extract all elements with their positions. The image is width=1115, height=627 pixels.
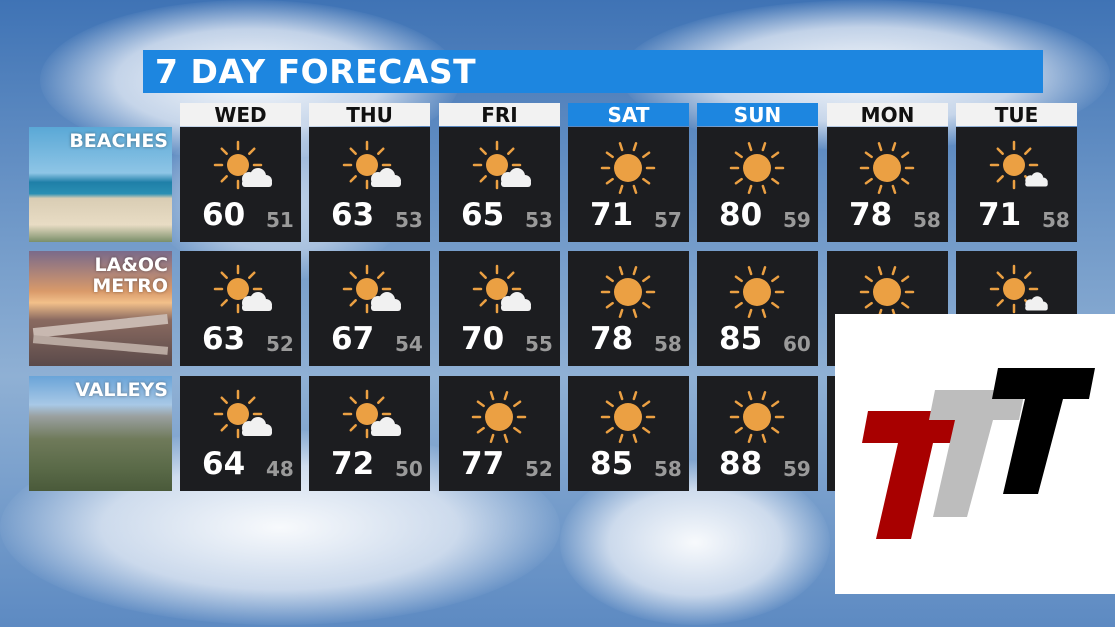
forecast-title-bar: 7 DAY FORECAST: [143, 50, 1043, 93]
high-temp: 80: [719, 197, 763, 233]
sunny-icon: [729, 266, 785, 318]
region-label: LA&OC METRO: [92, 255, 168, 297]
forecast-tile: 65 53: [439, 127, 560, 242]
region-label: BEACHES: [69, 130, 168, 152]
partly-sunny-icon: [342, 264, 401, 314]
forecast-tile: 63 53: [309, 127, 430, 242]
low-temp: 58: [654, 332, 682, 356]
sunny-icon: [600, 142, 656, 194]
partly-sunny-icon: [472, 140, 531, 190]
sunny-icon: [729, 391, 785, 443]
low-temp: 58: [654, 457, 682, 481]
partly-sunny-icon: [342, 389, 401, 439]
high-temp: 78: [590, 321, 634, 357]
partly-sunny-icon: [342, 140, 401, 190]
sunny-icon: [600, 391, 656, 443]
day-header-tue: TUE: [956, 103, 1077, 127]
sunny-icon: [859, 266, 915, 318]
partly-sunny-icon: [472, 264, 531, 314]
high-temp: 63: [202, 321, 246, 357]
day-header-wed: WED: [180, 103, 301, 127]
forecast-tile: 67 54: [309, 251, 430, 366]
low-temp: 48: [266, 457, 294, 481]
low-temp: 50: [395, 457, 423, 481]
forecast-tile: 78 58: [568, 251, 689, 366]
high-temp: 71: [978, 197, 1022, 233]
high-temp: 85: [719, 321, 763, 357]
region-panel-beaches: BEACHES: [29, 127, 172, 242]
forecast-tile: 63 52: [180, 251, 301, 366]
high-temp: 64: [202, 446, 246, 482]
forecast-tile: 72 50: [309, 376, 430, 491]
sunny-icon: [600, 266, 656, 318]
region-panel-valleys: VALLEYS: [29, 376, 172, 491]
high-temp: 72: [331, 446, 375, 482]
forecast-tile: 77 52: [439, 376, 560, 491]
region-panel-la-oc-metro: LA&OC METRO: [29, 251, 172, 366]
day-header-sun: SUN: [697, 103, 818, 127]
forecast-tile: 71 58: [956, 127, 1077, 242]
forecast-tile: 71 57: [568, 127, 689, 242]
sunny-icon: [729, 142, 785, 194]
forecast-tile: 80 59: [697, 127, 818, 242]
day-header-mon: MON: [827, 103, 948, 127]
low-temp: 53: [395, 208, 423, 232]
high-temp: 85: [590, 446, 634, 482]
region-label-line: LA&OC: [94, 254, 168, 276]
high-temp: 88: [719, 446, 763, 482]
mostly-sunny-icon: [989, 140, 1048, 190]
low-temp: 53: [525, 208, 553, 232]
low-temp: 52: [525, 457, 553, 481]
partly-sunny-icon: [213, 264, 272, 314]
high-temp: 77: [461, 446, 505, 482]
high-temp: 60: [202, 197, 246, 233]
forecast-tile: 64 48: [180, 376, 301, 491]
low-temp: 57: [654, 208, 682, 232]
region-label-line: METRO: [92, 275, 168, 297]
partly-sunny-icon: [213, 389, 272, 439]
low-temp: 60: [783, 332, 811, 356]
forecast-tile: 60 51: [180, 127, 301, 242]
forecast-tile: 88 59: [697, 376, 818, 491]
forecast-tile: 85 60: [697, 251, 818, 366]
ttt-logo-icon: [862, 368, 1095, 539]
low-temp: 52: [266, 332, 294, 356]
low-temp: 58: [1042, 208, 1070, 232]
low-temp: 54: [395, 332, 423, 356]
forecast-tile: 85 58: [568, 376, 689, 491]
high-temp: 63: [331, 197, 375, 233]
day-header-fri: FRI: [439, 103, 560, 127]
partly-sunny-icon: [213, 140, 272, 190]
mostly-sunny-icon: [989, 264, 1048, 314]
high-temp: 70: [461, 321, 505, 357]
low-temp: 59: [783, 457, 811, 481]
low-temp: 59: [783, 208, 811, 232]
page-title: 7 DAY FORECAST: [155, 52, 477, 91]
ttt-logo: [835, 314, 1115, 594]
sunny-icon: [471, 391, 527, 443]
high-temp: 67: [331, 321, 375, 357]
high-temp: 78: [849, 197, 893, 233]
forecast-tile: 78 58: [827, 127, 948, 242]
low-temp: 51: [266, 208, 294, 232]
high-temp: 65: [461, 197, 505, 233]
high-temp: 71: [590, 197, 634, 233]
day-header-sat: SAT: [568, 103, 689, 127]
sunny-icon: [859, 142, 915, 194]
region-label: VALLEYS: [75, 379, 168, 401]
forecast-tile: 70 55: [439, 251, 560, 366]
low-temp: 55: [525, 332, 553, 356]
day-header-thu: THU: [309, 103, 430, 127]
low-temp: 58: [913, 208, 941, 232]
